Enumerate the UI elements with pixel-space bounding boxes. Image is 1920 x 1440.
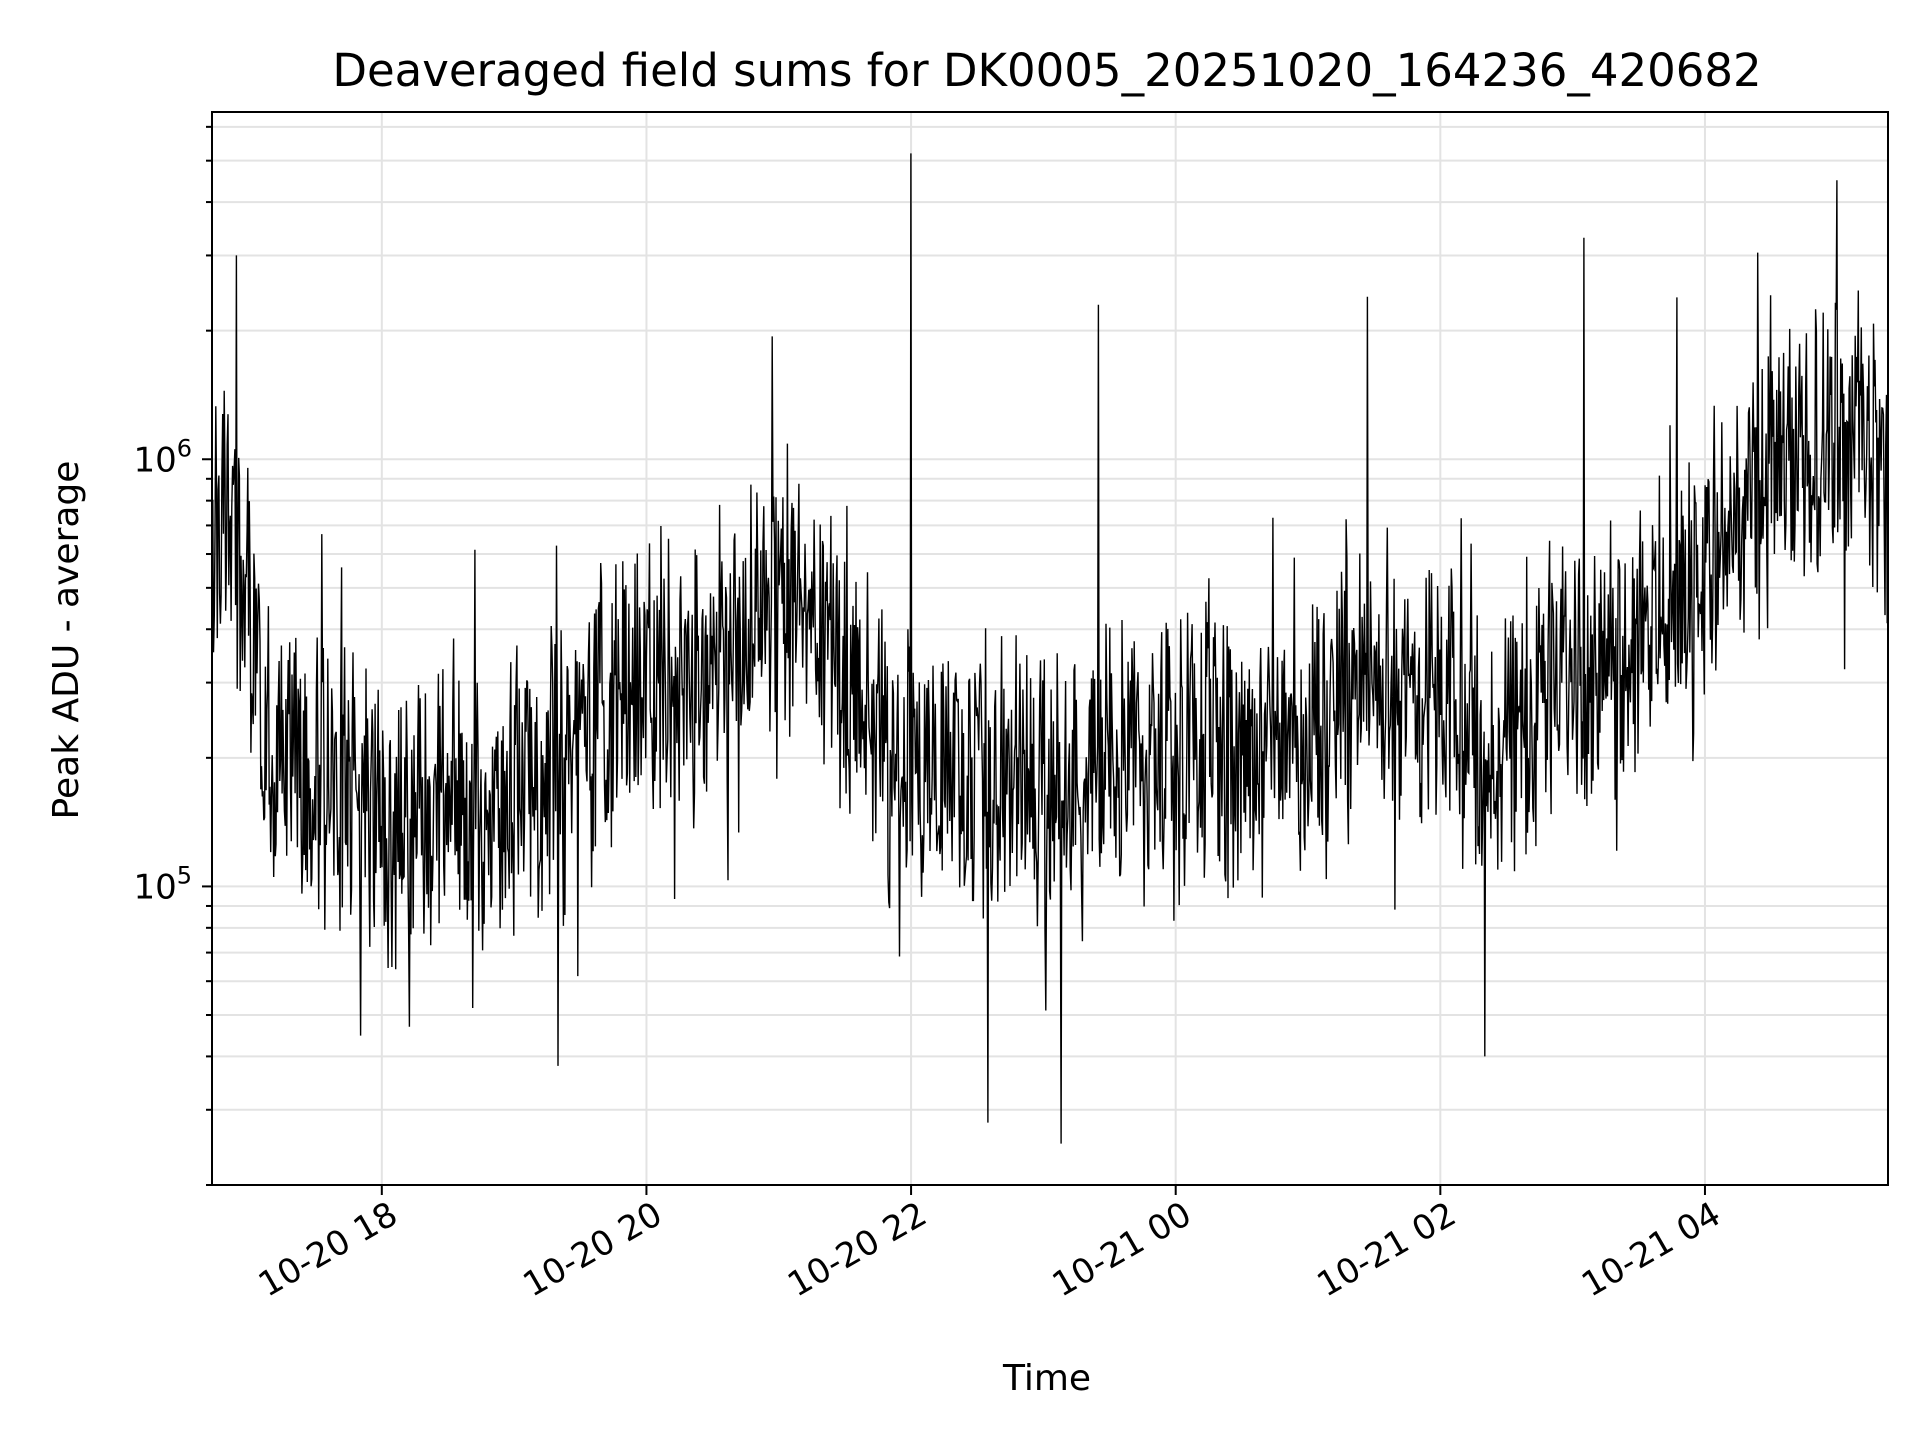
chart-title: Deaveraged field sums for DK0005_2025102… (332, 44, 1761, 97)
series-line (211, 153, 1889, 1144)
y-tick-label-base: 10 (133, 867, 176, 907)
y-tick-label-exponent: 6 (177, 434, 192, 462)
plot-frame (211, 111, 1889, 1186)
y-tick-label: 105 (133, 861, 192, 907)
data-layer (211, 153, 1889, 1144)
y-axis-label: Peak ADU - average (46, 461, 87, 820)
plot-area (211, 111, 1889, 1186)
x-axis-label: Time (1002, 1358, 1091, 1399)
y-tick-label: 106 (133, 434, 192, 480)
y-tick-label-exponent: 5 (177, 861, 192, 889)
y-tick-label-base: 10 (133, 440, 176, 480)
